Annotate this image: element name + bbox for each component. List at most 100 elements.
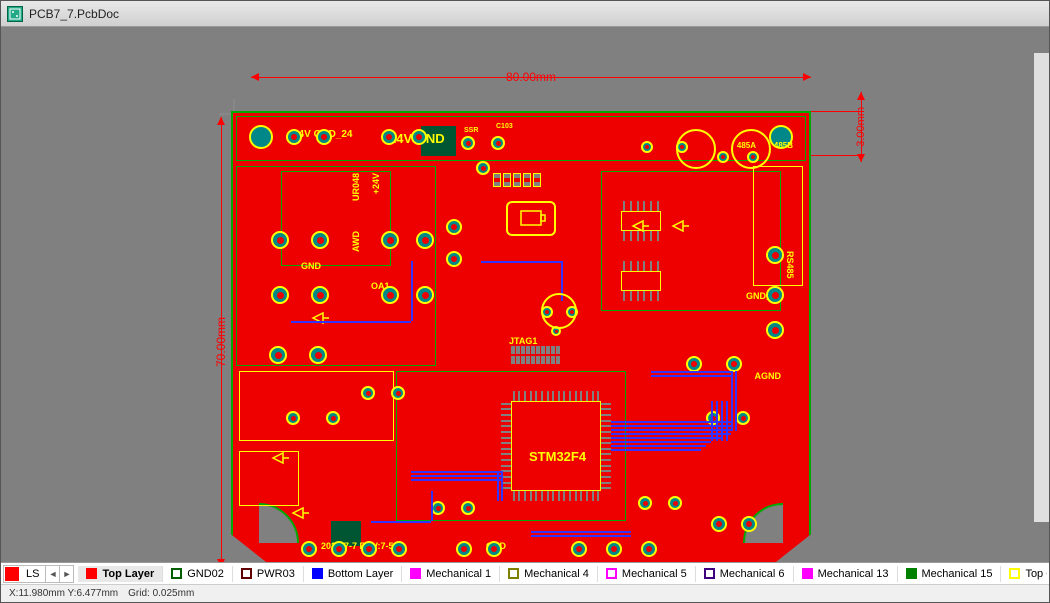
layer-tab-label: Mechanical 4 [524,568,589,580]
jtag-header-row2 [511,356,560,364]
via [391,541,407,557]
via [476,161,490,175]
pcb-doc-icon [7,6,23,22]
layer-selector[interactable]: LS ◄ ► [3,565,74,583]
via [416,286,434,304]
via [311,286,329,304]
via [766,246,784,264]
via [431,501,445,515]
trace [411,471,501,473]
via [381,129,397,145]
dimension-margin: 3.00mm [851,92,871,162]
silk-text: +24V [371,173,381,194]
pcb-editor-window: PCB7_7.PcbDoc 80.00mm 70.00mm 3.00mm [0,0,1050,603]
trace [431,491,433,521]
via [361,386,375,400]
layer-tab-label: Mechanical 1 [426,568,491,580]
trace [611,429,731,431]
silk-text: SSR [464,127,478,134]
layer-swatch [704,568,715,579]
layer-tab[interactable]: Mechanical 15 [898,566,1002,582]
silk-text: AWD [351,231,361,252]
scrollbar-vertical[interactable] [1034,53,1049,522]
layer-tab-label: GND02 [187,568,224,580]
status-coords: X:11.980mm Y:6.477mm [9,588,118,599]
trace [716,401,718,441]
trace [497,471,499,501]
layer-tab-label: Top Overlay [1025,568,1047,580]
layer-next-button[interactable]: ► [59,566,73,582]
silk-text: 485B [774,141,793,150]
layer-swatch [802,568,813,579]
trace [411,261,413,321]
dimension-height-label: 70.00mm [214,317,228,367]
layer-swatch [508,568,519,579]
layer-tab[interactable]: Top Overlay [1001,566,1047,582]
via [717,151,729,163]
trace [481,261,561,263]
silk-text: RS485 [785,251,795,279]
via [381,286,399,304]
layer-swatch [86,568,97,579]
layer-tab[interactable]: Mechanical 1 [402,566,500,582]
via [741,516,757,532]
pcb-board[interactable]: 24V GND_24 24V GND STM32F4 2021-7-7 REV:… [231,111,811,562]
trace [611,445,706,447]
silk-text: UR048 [351,173,361,201]
via [571,541,587,557]
trace [611,437,721,439]
pcb-canvas[interactable]: 80.00mm 70.00mm 3.00mm [1,27,1049,562]
trace [371,521,431,523]
via [486,541,502,557]
current-layer-swatch [5,567,19,581]
layer-swatch [906,568,917,579]
via [491,136,505,150]
trace [651,375,731,377]
layer-tab-label: Mechanical 15 [922,568,993,580]
layer-tab-bar: LS ◄ ► Top Layer GND02 PWR03Bottom Layer Me… [1,562,1049,584]
layer-tab[interactable]: Mechanical 4 [500,566,598,582]
trace [735,371,737,431]
via [311,231,329,249]
title-bar[interactable]: PCB7_7.PcbDoc [1,1,1049,27]
layer-tab[interactable]: GND02 [163,566,233,582]
trace [721,401,723,441]
via [711,516,727,532]
via [309,346,327,364]
via [361,541,377,557]
via [446,219,462,235]
layer-tab[interactable]: Mechanical 13 [794,566,898,582]
via [641,141,653,153]
layer-tab[interactable]: PWR03 [233,566,304,582]
trace [611,425,731,427]
via [456,541,472,557]
layer-tab[interactable]: Mechanical 5 [598,566,696,582]
layer-swatch [241,568,252,579]
silk-outline [753,166,803,286]
electrolytic-cap [676,129,716,169]
layer-swatch [171,568,182,579]
layer-prev-button[interactable]: ◄ [45,566,59,582]
via [301,541,317,557]
current-layer-name: LS [20,568,45,580]
layer-swatch [606,568,617,579]
electrolytic-cap [731,129,771,169]
via [381,231,399,249]
dim-ext-1 [811,111,861,112]
via [736,411,750,425]
via [668,496,682,510]
via [331,541,347,557]
via [286,411,300,425]
layer-tab[interactable]: Top Layer [78,566,163,582]
layer-tab[interactable]: Bottom Layer [304,566,402,582]
via [326,411,340,425]
via [316,129,332,145]
trace [611,441,711,443]
layer-tab[interactable]: Mechanical 6 [696,566,794,582]
battery-icon [506,201,556,236]
soic-component [611,261,671,301]
via [269,346,287,364]
via [606,541,622,557]
trace [611,421,731,423]
via [271,231,289,249]
